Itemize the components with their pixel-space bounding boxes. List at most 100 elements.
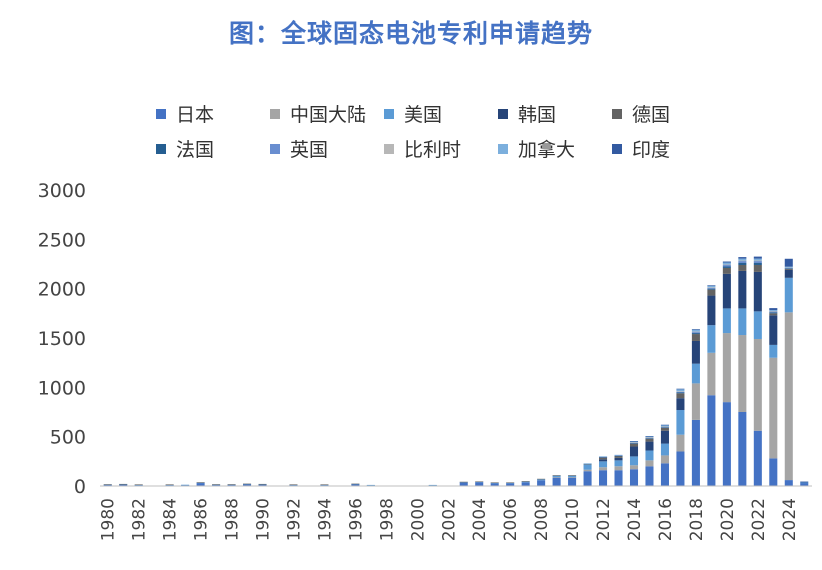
bar-segment bbox=[691, 334, 700, 341]
x-tick-label: 2008 bbox=[532, 498, 552, 541]
bar-segment bbox=[738, 335, 747, 412]
bar-segment bbox=[784, 267, 793, 269]
legend-item: 韩国 bbox=[498, 100, 556, 127]
legend-item: 加拿大 bbox=[498, 135, 575, 162]
bar-segment bbox=[459, 482, 468, 486]
bar-segment bbox=[490, 483, 499, 486]
bar-segment bbox=[707, 325, 716, 353]
bar-segment bbox=[660, 430, 669, 444]
bar-segment bbox=[660, 427, 669, 431]
bar-segment bbox=[691, 383, 700, 420]
bar-segment bbox=[691, 331, 700, 333]
bar-segment bbox=[660, 455, 669, 464]
x-tick-label: 2016 bbox=[656, 498, 676, 541]
x-tick-label: 2010 bbox=[563, 498, 583, 541]
bar-segment bbox=[769, 312, 778, 314]
legend-label: 美国 bbox=[404, 104, 443, 126]
legend-label: 日本 bbox=[176, 104, 215, 126]
bar-segment bbox=[629, 441, 639, 443]
x-tick-label: 1998 bbox=[377, 498, 397, 541]
bar-segment bbox=[676, 389, 685, 392]
bar-segment bbox=[165, 484, 174, 486]
legend-item: 日本 bbox=[156, 100, 214, 127]
bar-segment bbox=[707, 352, 716, 396]
bar-segment bbox=[196, 482, 205, 483]
bar-segment bbox=[738, 308, 747, 336]
legend-item: 中国大陆 bbox=[270, 100, 366, 127]
legend-swatch bbox=[156, 108, 166, 119]
bar-segment bbox=[691, 340, 700, 364]
bar-segment bbox=[707, 288, 716, 290]
bar-segment bbox=[660, 425, 669, 427]
bar-segment bbox=[181, 484, 190, 486]
y-tick-label: 2000 bbox=[38, 279, 86, 301]
x-tick-label: 2006 bbox=[501, 498, 521, 541]
bar-segment bbox=[800, 482, 809, 484]
bar-segment bbox=[769, 344, 778, 358]
bar-segment bbox=[722, 333, 731, 403]
x-tick-label: 2022 bbox=[749, 498, 769, 541]
legend-item: 印度 bbox=[612, 135, 670, 162]
bar-segment bbox=[629, 469, 639, 486]
bar-segment bbox=[583, 471, 592, 486]
bar-segment bbox=[196, 483, 205, 486]
bar-segment bbox=[769, 308, 778, 311]
bar-segment bbox=[738, 270, 747, 309]
bar-segment bbox=[583, 464, 592, 470]
bar-segment bbox=[784, 269, 793, 278]
legend-item: 德国 bbox=[612, 100, 670, 127]
bar-segment bbox=[660, 463, 669, 486]
x-tick-label: 2012 bbox=[594, 498, 614, 541]
bar-segment bbox=[753, 258, 762, 261]
bar-segment bbox=[722, 266, 731, 268]
x-tick-label: 2014 bbox=[625, 498, 645, 541]
bar-segment bbox=[660, 427, 669, 428]
legend-label: 韩国 bbox=[518, 104, 557, 126]
bar-segment bbox=[599, 467, 608, 471]
legend-swatch bbox=[384, 108, 394, 119]
bar-segment bbox=[212, 484, 221, 485]
bar-segment bbox=[753, 430, 762, 486]
bar-segment bbox=[568, 475, 577, 476]
bar-segment bbox=[800, 481, 809, 483]
bar-segment bbox=[583, 463, 592, 465]
bar-segment bbox=[800, 483, 809, 486]
bar-segment bbox=[769, 313, 778, 316]
x-tick-label: 1994 bbox=[315, 498, 335, 541]
legend-swatch bbox=[270, 108, 280, 119]
y-tick-label: 0 bbox=[74, 476, 86, 498]
bar-segment bbox=[784, 480, 793, 486]
bar-segment bbox=[676, 391, 685, 392]
bar-segment bbox=[599, 456, 608, 457]
bar-segment bbox=[320, 484, 329, 486]
bar-segment bbox=[645, 436, 654, 438]
bar-segment bbox=[738, 261, 747, 264]
bar-segment bbox=[599, 461, 608, 468]
bar-segment bbox=[645, 460, 654, 467]
bar-segment bbox=[119, 484, 128, 486]
x-tick-label: 1980 bbox=[99, 498, 119, 541]
y-tick-label: 2500 bbox=[38, 229, 86, 251]
bar-segment bbox=[769, 310, 778, 312]
bar-segment bbox=[227, 484, 236, 485]
x-tick-label: 1992 bbox=[284, 498, 304, 541]
bar-segment bbox=[707, 287, 716, 288]
legend-swatch bbox=[384, 143, 394, 154]
bar-segment bbox=[351, 484, 360, 486]
bar-segment bbox=[583, 469, 592, 472]
legend-label: 法国 bbox=[176, 139, 215, 161]
bar-segment bbox=[552, 477, 561, 486]
bar-segment bbox=[753, 260, 762, 262]
bar-segment bbox=[722, 273, 731, 309]
x-tick-label: 2018 bbox=[687, 498, 707, 541]
bar-segment bbox=[490, 482, 499, 484]
bar-segment bbox=[243, 484, 252, 486]
legend-label: 中国大陆 bbox=[290, 104, 367, 126]
y-tick-label: 1500 bbox=[38, 328, 86, 350]
bar-segment bbox=[660, 443, 669, 456]
bar-segment bbox=[676, 451, 685, 486]
bar-segment bbox=[568, 477, 577, 478]
bar-segment bbox=[537, 478, 546, 480]
bar-segment bbox=[722, 402, 731, 486]
